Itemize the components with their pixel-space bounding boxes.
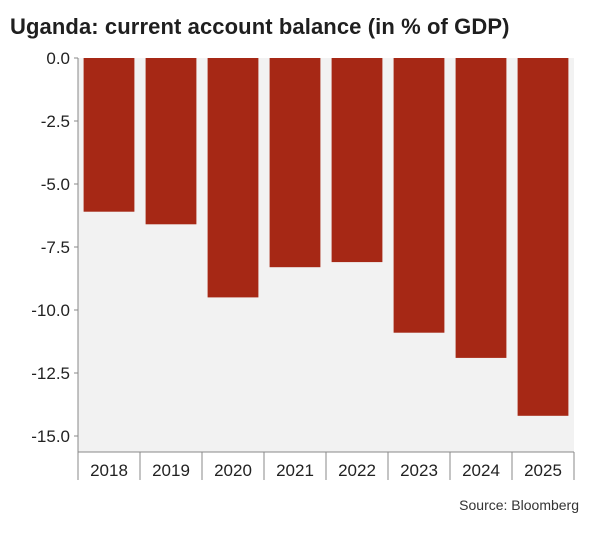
x-tick-label: 2021: [276, 461, 314, 480]
x-tick-label: 2023: [400, 461, 438, 480]
y-tick-label: 0.0: [46, 49, 70, 68]
bar-2024: [455, 58, 507, 358]
bar-2019: [145, 58, 197, 225]
bar-2020: [207, 58, 259, 298]
x-tick-label: 2018: [90, 461, 128, 480]
bar-2021: [269, 58, 321, 268]
chart-title: Uganda: current account balance (in % of…: [10, 14, 510, 39]
x-tick-label: 2024: [462, 461, 500, 480]
bar-2022: [331, 58, 383, 263]
bars-group: [83, 58, 569, 416]
x-tick-label: 2019: [152, 461, 190, 480]
x-axis: 2018 2019 2020 2021 2022 2023 2024 2025: [77, 451, 575, 480]
x-tick-label: 2022: [338, 461, 376, 480]
bar-2025: [517, 58, 569, 416]
y-tick-label: -12.5: [31, 364, 70, 383]
y-tick-label: -7.5: [41, 238, 70, 257]
bar-2023: [393, 58, 445, 333]
source-note: Source: Bloomberg: [459, 497, 579, 513]
x-tick-label: 2025: [524, 461, 562, 480]
bar-2018: [83, 58, 135, 212]
x-tick-label: 2020: [214, 461, 252, 480]
y-axis: 0.0 -2.5 -5.0 -7.5 -10.0 -12.5 -15.0: [31, 49, 79, 452]
y-tick-label: -10.0: [31, 301, 70, 320]
y-tick-label: -15.0: [31, 427, 70, 446]
y-tick-label: -5.0: [41, 175, 70, 194]
y-tick-label: -2.5: [41, 112, 70, 131]
